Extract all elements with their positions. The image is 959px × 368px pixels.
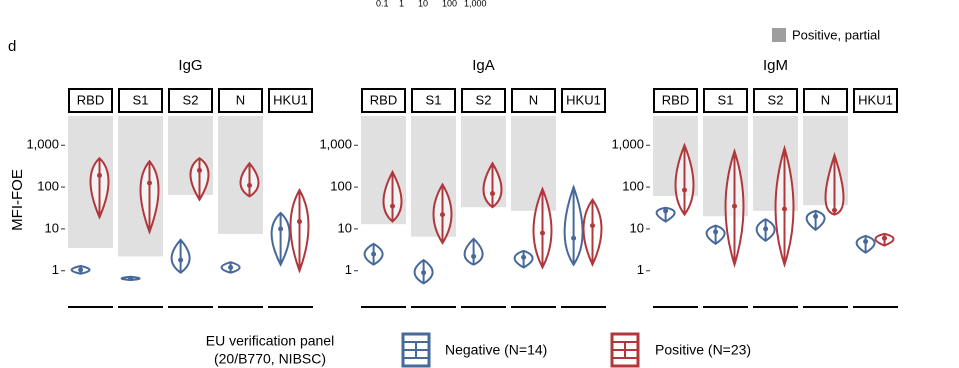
facet-strip (703, 88, 748, 113)
facet-strip (218, 88, 263, 113)
legend-swatch (772, 28, 786, 42)
y-tick-label: 1,000 (319, 137, 352, 152)
y-tick-label: 1 (345, 262, 352, 277)
violin-median (78, 267, 84, 273)
violin-median (663, 208, 669, 214)
violin-median (590, 223, 595, 229)
facet-label: RBD (370, 92, 397, 107)
violin-median (863, 239, 869, 245)
facet-label: RBD (77, 92, 104, 107)
legend-label: Positive, partial (792, 27, 880, 42)
fragment-tick: 0.1 (376, 0, 389, 8)
y-tick-label: 10 (338, 220, 352, 235)
y-tick-label: 1 (637, 262, 644, 277)
violin-median (813, 213, 819, 219)
y-axis-label: MFI-FOE (9, 169, 26, 231)
facet-strip (361, 88, 406, 113)
violin-median (782, 206, 787, 212)
fragment-tick: 1 (399, 0, 404, 8)
y-tick-label: 1 (52, 262, 59, 277)
y-tick-label: 100 (622, 179, 644, 194)
violin-median (371, 251, 377, 257)
facet-strip (118, 88, 163, 113)
violin-median (278, 226, 284, 232)
violin-median (147, 180, 152, 186)
violin-median (682, 187, 687, 193)
violin-median (178, 257, 184, 263)
panel-title: IgA (472, 57, 495, 74)
panel-title: IgG (178, 57, 202, 74)
facet-label: N (529, 92, 538, 107)
violin-median (732, 203, 737, 209)
facet-strip (561, 88, 606, 113)
y-tick-label: 1,000 (611, 137, 644, 152)
facet-label: S2 (183, 92, 199, 107)
violin-median (571, 235, 577, 241)
facet-strip (803, 88, 848, 113)
violin-median (521, 254, 527, 260)
violin-median (390, 203, 395, 209)
facet-strip (653, 88, 698, 113)
facet-label: HKU1 (273, 92, 308, 107)
violin-median (713, 229, 719, 235)
violin-median (297, 219, 302, 225)
violin-median (97, 172, 102, 178)
violin-median (128, 276, 134, 282)
violin-median (421, 270, 427, 276)
violin-median (490, 191, 495, 197)
facet-strip (411, 88, 456, 113)
facet-strip (168, 88, 213, 113)
facet-label: RBD (662, 92, 689, 107)
legend-title: (20/B770, NIBSC) (214, 351, 326, 367)
fragment-tick: 10 (418, 0, 428, 8)
facet-label: S1 (133, 92, 149, 107)
facet-label: HKU1 (858, 92, 893, 107)
threshold-region (511, 116, 556, 211)
y-tick-label: 1,000 (26, 137, 59, 152)
facet-strip (268, 88, 313, 113)
y-tick-label: 100 (37, 179, 59, 194)
violin-median (471, 253, 477, 259)
facet-label: HKU1 (566, 92, 601, 107)
y-tick-label: 10 (45, 220, 59, 235)
facet-label: S2 (768, 92, 784, 107)
facet-strip (511, 88, 556, 113)
facet-strip (461, 88, 506, 113)
violin-median (540, 230, 545, 236)
panel-title: IgM (763, 57, 788, 74)
violin-median (440, 212, 445, 218)
violin-median (247, 182, 252, 188)
violin-median (882, 235, 887, 241)
legend-title: EU verification panel (206, 333, 334, 349)
facet-label: S2 (476, 92, 492, 107)
violin-median (197, 167, 202, 173)
panel-label: d (8, 38, 16, 55)
facet-strip (753, 88, 798, 113)
y-tick-label: 10 (630, 220, 644, 235)
violin-median (763, 226, 769, 232)
legend-label: Positive (N=23) (655, 342, 751, 358)
facet-strip (853, 88, 898, 113)
y-tick-label: 100 (330, 179, 352, 194)
legend-label: Negative (N=14) (445, 342, 547, 358)
violin-median (228, 264, 234, 270)
violin-median (832, 207, 837, 213)
fragment-tick: 100 (442, 0, 457, 8)
facet-label: N (821, 92, 830, 107)
facet-label: N (236, 92, 245, 107)
fragment-tick: 1,000 (464, 0, 487, 8)
facet-strip (68, 88, 113, 113)
facet-label: S1 (718, 92, 734, 107)
facet-label: S1 (426, 92, 442, 107)
